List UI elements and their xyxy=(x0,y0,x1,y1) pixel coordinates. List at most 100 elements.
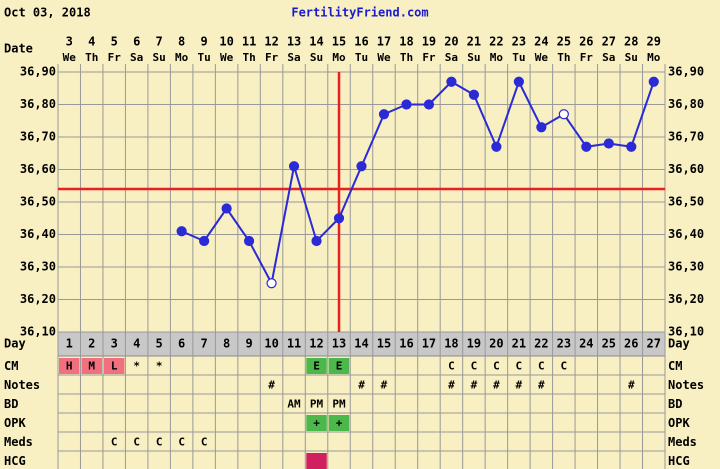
day-number: 23 xyxy=(557,337,571,351)
date-label: 16 xyxy=(354,35,368,49)
y-tick-label-right: 36,80 xyxy=(668,97,704,111)
temperature-point xyxy=(581,141,592,152)
y-tick-label-right: 36,60 xyxy=(668,162,704,176)
cell-text: C xyxy=(201,436,208,449)
date-label: 8 xyxy=(178,35,185,49)
weekday-label: Mo xyxy=(175,51,189,64)
weekday-label: Su xyxy=(153,51,166,64)
cell-text: M xyxy=(88,360,95,373)
cell-text: AM xyxy=(287,398,301,411)
temperature-point xyxy=(648,76,659,87)
row-label-right: Meds xyxy=(668,435,697,449)
row-label: CM xyxy=(4,359,18,373)
temperature-point xyxy=(401,99,412,110)
temperature-point xyxy=(536,122,547,133)
weekday-label: Sa xyxy=(287,51,300,64)
date-label: 25 xyxy=(557,35,571,49)
weekday-label: Th xyxy=(242,51,255,64)
date-label: 17 xyxy=(377,35,391,49)
weekday-label: Fr xyxy=(580,51,594,64)
temperature-line xyxy=(181,79,655,287)
y-tick-label-right: 36,30 xyxy=(668,260,704,274)
day-number: 7 xyxy=(201,337,208,351)
day-label: Day xyxy=(4,337,26,351)
row-label-right: Notes xyxy=(668,378,704,392)
date-label: 12 xyxy=(264,35,278,49)
day-number: 24 xyxy=(579,337,593,351)
row-label-right: OPK xyxy=(668,416,690,430)
cell-text: # xyxy=(628,379,635,392)
cell-text: # xyxy=(471,379,478,392)
weekday-label: Th xyxy=(85,51,98,64)
day-number: 22 xyxy=(534,337,548,351)
y-tick-label-right: 36,90 xyxy=(668,65,704,79)
weekday-label: Su xyxy=(467,51,480,64)
weekday-label: We xyxy=(63,51,77,64)
cell-fill xyxy=(59,358,80,374)
cell-text: C xyxy=(111,436,118,449)
cell-text: # xyxy=(381,379,388,392)
weekday-label: Fr xyxy=(108,51,122,64)
y-tick-label: 36,50 xyxy=(20,195,56,209)
cell-fill xyxy=(306,415,327,431)
date-label: 14 xyxy=(309,35,323,49)
day-number: 4 xyxy=(133,337,140,351)
temperature-point xyxy=(311,235,322,247)
day-number: 2 xyxy=(88,337,95,351)
date-label: Date xyxy=(4,42,33,56)
cell-text: C xyxy=(561,360,568,373)
day-number: 26 xyxy=(624,337,638,351)
temperature-point xyxy=(513,76,524,87)
weekday-label: Tu xyxy=(512,51,525,64)
y-tick-label: 36,20 xyxy=(20,292,56,306)
date-label: 6 xyxy=(133,35,140,49)
day-number: 13 xyxy=(332,337,346,351)
weekday-label: Tu xyxy=(355,51,368,64)
day-number: 6 xyxy=(178,337,185,351)
y-tick-label: 36,80 xyxy=(20,97,56,111)
temperature-point xyxy=(491,141,502,152)
cell-text: L xyxy=(111,360,118,373)
cell-text: * xyxy=(156,360,163,373)
date-label: 19 xyxy=(422,35,436,49)
day-number: 14 xyxy=(354,337,368,351)
day-number: 11 xyxy=(287,337,301,351)
weekday-label: Sa xyxy=(130,51,143,64)
temperature-point xyxy=(333,213,345,224)
temperature-point xyxy=(288,161,300,172)
temperature-point xyxy=(176,226,187,237)
cell-fill xyxy=(81,358,102,374)
day-row xyxy=(57,331,666,357)
day-number: 3 xyxy=(111,337,118,351)
weekday-label: Su xyxy=(310,51,323,64)
day-number: 9 xyxy=(245,337,252,351)
date-label: 7 xyxy=(156,35,163,49)
cell-text: # xyxy=(493,379,500,392)
date-label: 27 xyxy=(602,35,616,49)
weekday-label: Fr xyxy=(422,51,436,64)
row-label: HCG xyxy=(4,454,26,468)
date-label: 28 xyxy=(624,35,638,49)
cell-text: PM xyxy=(332,398,346,411)
day-number: 8 xyxy=(223,337,230,351)
weekday-label: Th xyxy=(557,51,570,64)
weekday-label: We xyxy=(535,51,549,64)
day-number: 17 xyxy=(422,337,436,351)
cell-text: + xyxy=(336,417,343,430)
day-number: 20 xyxy=(489,337,503,351)
row-label: OPK xyxy=(4,416,26,430)
y-tick-label: 36,30 xyxy=(20,260,56,274)
row-label-right: CM xyxy=(668,359,682,373)
weekday-label: Mo xyxy=(647,51,661,64)
temperature-point xyxy=(423,99,435,110)
y-tick-label-right: 36,20 xyxy=(668,292,704,306)
cell-text: # xyxy=(538,379,545,392)
cell-text: + xyxy=(313,417,320,430)
date-label: 4 xyxy=(88,35,95,49)
day-number: 15 xyxy=(377,337,391,351)
weekday-label: Fr xyxy=(265,51,279,64)
date-label: 26 xyxy=(579,35,593,49)
y-tick-label: 36,40 xyxy=(20,227,56,241)
